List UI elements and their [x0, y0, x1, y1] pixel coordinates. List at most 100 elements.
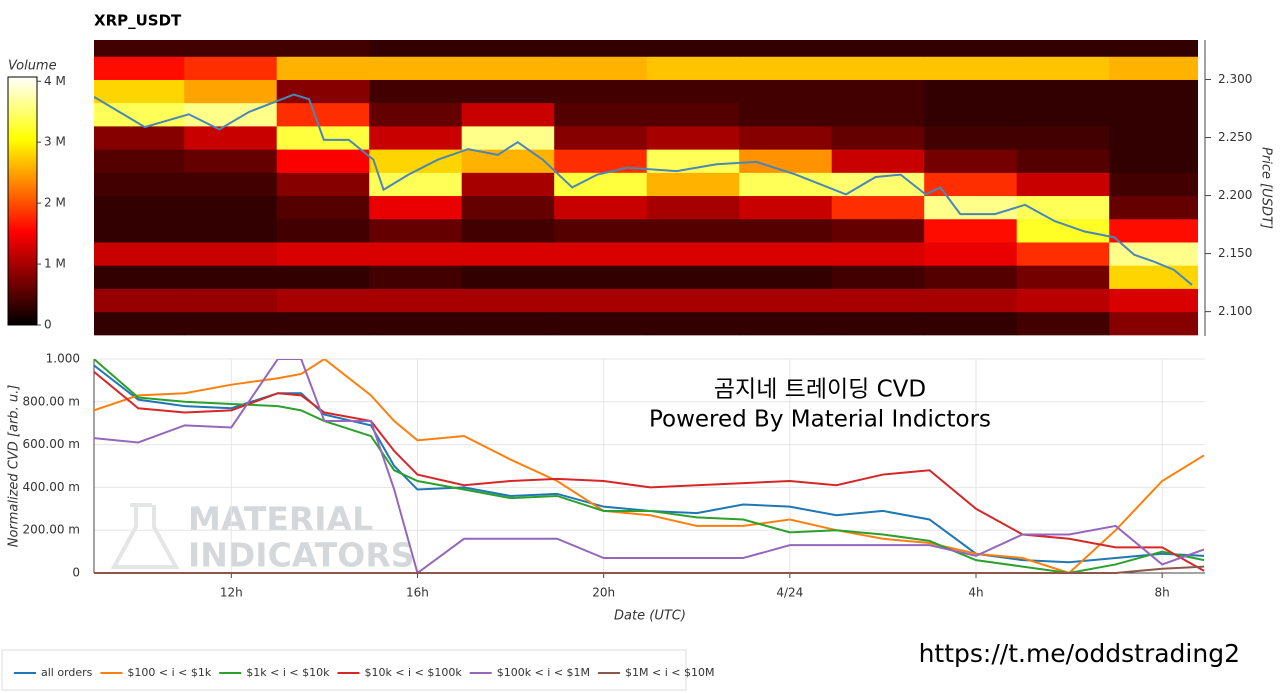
heatmap-cell — [831, 218, 925, 243]
heatmap-cell — [461, 241, 555, 266]
heatmap-cell — [369, 241, 463, 266]
heatmap-cell — [739, 195, 833, 220]
heatmap-cell — [184, 265, 278, 289]
heatmap-cell — [831, 241, 925, 266]
heatmap-cell — [554, 172, 648, 197]
heatmap-cell — [1016, 40, 1110, 57]
heatmap-cell — [369, 56, 463, 80]
heatmap-cell — [94, 218, 185, 243]
heatmap-cell — [276, 241, 370, 266]
heatmap-cell — [924, 288, 1018, 313]
legend-label: all orders — [41, 666, 93, 679]
heatmap-cell — [924, 241, 1018, 266]
heatmap-cell — [739, 218, 833, 243]
heatmap-cell — [924, 195, 1018, 220]
heatmap-cell — [1016, 102, 1110, 127]
heatmap-cell — [184, 218, 278, 243]
heatmap-cell — [94, 149, 185, 173]
link: https://t.me/oddstrading2 — [919, 639, 1240, 668]
heatmap-cell — [276, 195, 370, 220]
legend — [1, 649, 687, 691]
y-tick-label: 1.000 — [46, 352, 80, 366]
heatmap-cell — [276, 102, 370, 127]
heatmap-cell — [369, 172, 463, 197]
heatmap-cell — [739, 241, 833, 266]
heatmap-cell — [646, 311, 740, 336]
heatmap-cell — [646, 149, 740, 173]
heatmap-cell — [1016, 149, 1110, 173]
heatmap-cell — [831, 311, 925, 336]
series-line — [94, 359, 1205, 574]
y-tick-label: 200.00 m — [23, 523, 81, 537]
y-tick-label: 2.300 — [1218, 72, 1252, 86]
heatmap-cell — [554, 102, 648, 127]
colorbar-label: Volume — [8, 59, 57, 74]
heatmap-cell — [369, 311, 463, 336]
heatmap-cell — [554, 79, 648, 104]
heatmap-cell — [461, 56, 555, 80]
heatmap-cell — [554, 40, 648, 57]
y-tick-label: 2.200 — [1218, 188, 1252, 202]
heatmap-cell — [831, 149, 925, 173]
heatmap-cell — [646, 56, 740, 80]
heatmap-cell — [1016, 311, 1110, 336]
heatmap-cell — [94, 56, 185, 80]
heatmap-cell — [739, 125, 833, 150]
colorbar-tick-label: 1 M — [44, 257, 66, 271]
heatmap-cell — [461, 125, 555, 150]
heatmap-cell — [94, 265, 185, 289]
heatmap-cell — [276, 288, 370, 313]
heatmap-cell — [739, 79, 833, 104]
heatmap-cell — [461, 311, 555, 336]
heatmap-cell — [276, 265, 370, 289]
y-tick-label: 2.100 — [1218, 304, 1252, 318]
heatmap-cell — [924, 149, 1018, 173]
y-axis-label: Price [USDT] — [1259, 147, 1274, 229]
heatmap-cell — [184, 40, 278, 57]
heatmap-cell — [94, 288, 185, 313]
colorbar — [7, 76, 38, 326]
heatmap-cell — [184, 195, 278, 220]
heatmap-cell — [94, 311, 185, 336]
heatmap-cell — [739, 40, 833, 57]
heatmap-cell — [276, 40, 370, 57]
chart-title: XRP_USDT — [94, 12, 182, 30]
heatmap-cell — [646, 265, 740, 289]
heatmap-cell — [554, 195, 648, 220]
heatmap-cell — [369, 40, 463, 57]
heatmap-cell — [461, 172, 555, 197]
heatmap-cell — [831, 265, 925, 289]
heatmap-cell — [1016, 265, 1110, 289]
heatmap-cell — [924, 102, 1018, 127]
heatmap-cell — [461, 218, 555, 243]
heatmap-cell — [1016, 172, 1110, 197]
heatmap-cell — [184, 288, 278, 313]
heatmap-cell — [1109, 79, 1198, 104]
y-tick-label: 800.00 m — [23, 394, 81, 408]
heatmap-cell — [831, 40, 925, 57]
heatmap-cell — [1109, 56, 1198, 80]
watermark-icon — [110, 503, 180, 569]
heatmap-cell — [1109, 125, 1198, 150]
heatmap-cell — [369, 218, 463, 243]
y-tick-label: 0 — [72, 566, 80, 580]
watermark: INDICATORS — [188, 536, 415, 575]
heatmap-cell — [646, 172, 740, 197]
y-tick-label: 2.150 — [1218, 246, 1252, 260]
series-line — [94, 359, 1205, 574]
heatmap-cell — [739, 56, 833, 80]
heatmap-cell — [461, 288, 555, 313]
heatmap-cell — [1109, 265, 1198, 289]
heatmap-cell — [646, 288, 740, 313]
heatmap-cell — [276, 149, 370, 173]
heatmap-cell — [184, 149, 278, 173]
heatmap-cell — [94, 40, 185, 57]
heatmap-cell — [646, 79, 740, 104]
heatmap-cell — [554, 218, 648, 243]
heatmap-cell — [461, 195, 555, 220]
x-tick-label: 8h — [1155, 586, 1170, 600]
legend-label: $1k < i < $10k — [246, 666, 330, 679]
heatmap-cell — [739, 265, 833, 289]
heatmap-cell — [94, 241, 185, 266]
annotation: Powered By Material Indictors — [649, 407, 991, 433]
